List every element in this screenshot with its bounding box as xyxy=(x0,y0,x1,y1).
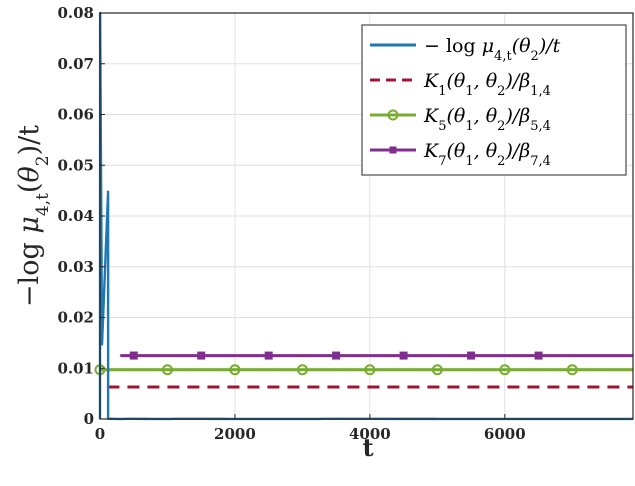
y-tick-label: 0.08 xyxy=(57,4,94,22)
y-tick-label: 0.01 xyxy=(57,359,94,377)
legend-marker xyxy=(387,109,399,121)
series-k7-marker xyxy=(332,351,341,360)
series-k5-marker xyxy=(229,364,241,376)
series-k5-marker xyxy=(364,364,376,376)
x-axis-label: t xyxy=(362,433,373,462)
legend-label: K1(θ1, θ2)/β1,4 xyxy=(423,70,551,99)
y-label-part: −log xyxy=(14,234,45,307)
series-k7-marker xyxy=(197,351,206,360)
series-k7-marker xyxy=(534,351,543,360)
series-k7-marker xyxy=(399,351,408,360)
series-k7-marker xyxy=(264,351,273,360)
y-label-part: 2 xyxy=(33,155,53,166)
y-label-part: μ xyxy=(14,216,45,234)
legend-item-2: K1(θ1, θ2)/β1,4 xyxy=(370,70,551,99)
x-tick-label: 4000 xyxy=(349,425,391,443)
y-tick-label: 0.07 xyxy=(57,55,94,73)
legend-item-1: − log μ4,t(θ2)/t xyxy=(370,35,561,64)
y-tick-label: 0.04 xyxy=(57,207,94,225)
series-k5-marker xyxy=(161,364,173,376)
x-tick-label: 6000 xyxy=(484,425,526,443)
series-k7-marker xyxy=(467,351,476,360)
legend-marker xyxy=(389,146,397,154)
axis-ticks: 0 2000 4000 6000 0 0.01 0.02 0.03 0.04 0.05 0.06 0.… xyxy=(57,4,525,443)
legend-label: K7(θ1, θ2)/β7,4 xyxy=(423,140,551,169)
series-k7-marker xyxy=(129,351,138,360)
y-label-part: 4,t xyxy=(33,193,53,216)
y-tick-label: 0.02 xyxy=(57,309,94,327)
y-tick-label: 0.06 xyxy=(57,106,94,124)
y-label-part: θ xyxy=(14,166,45,182)
x-tick-label: 0 xyxy=(95,425,105,443)
legend: − log μ4,t(θ2)/t K1(θ1, θ2)/β1,4 K5(θ1, θ2… xyxy=(361,24,627,176)
y-tick-label: 0.03 xyxy=(57,258,94,276)
y-tick-label: 0.05 xyxy=(57,156,94,174)
series-k5-marker xyxy=(566,364,578,376)
legend-label: K5(θ1, θ2)/β5,4 xyxy=(423,105,551,134)
x-tick-label: 2000 xyxy=(214,425,256,443)
legend-item-4: K7(θ1, θ2)/β7,4 xyxy=(370,140,551,169)
series-k5-marker xyxy=(499,364,511,376)
y-axis-label: −log μ4,t(θ2)/t xyxy=(14,125,53,307)
series-k5-marker xyxy=(431,364,443,376)
legend-item-3: K5(θ1, θ2)/β5,4 xyxy=(370,105,551,134)
y-label-part: ( xyxy=(14,183,45,194)
y-tick-label: 0 xyxy=(84,410,94,428)
y-label-part: )/t xyxy=(14,125,45,156)
series-k5-marker xyxy=(296,364,308,376)
legend-label: − log μ4,t(θ2)/t xyxy=(424,35,561,64)
